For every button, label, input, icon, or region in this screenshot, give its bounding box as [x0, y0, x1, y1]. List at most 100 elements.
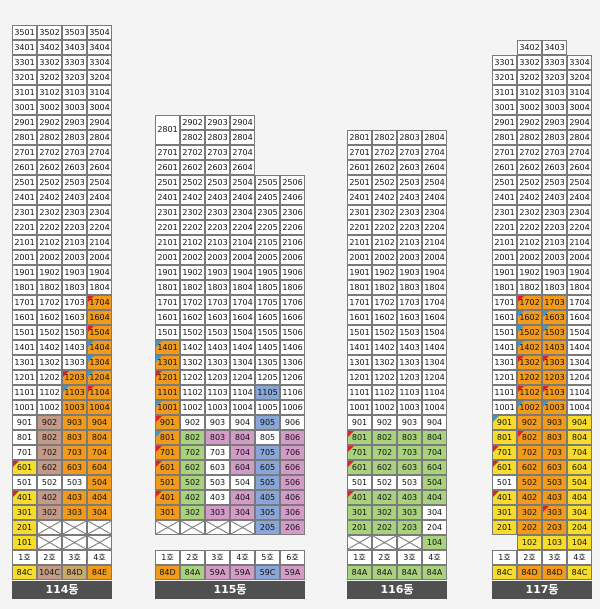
unit-1403[interactable]: 1403 [542, 340, 567, 355]
unit-1102[interactable]: 1102 [180, 385, 205, 400]
unit-503[interactable]: 503 [62, 475, 87, 490]
unit-1602[interactable]: 1602 [372, 310, 397, 325]
unit-1703[interactable]: 1703 [542, 295, 567, 310]
unit-602[interactable]: 602 [372, 460, 397, 475]
unit-2603[interactable]: 2603 [205, 160, 230, 175]
unit-2201[interactable]: 2201 [347, 220, 372, 235]
unit-1904[interactable]: 1904 [230, 265, 255, 280]
unit-504[interactable]: 504 [87, 475, 112, 490]
unit-501[interactable]: 501 [492, 475, 517, 490]
unit-803[interactable]: 803 [205, 430, 230, 445]
unit-2104[interactable]: 2104 [230, 235, 255, 250]
unit-1901[interactable]: 1901 [155, 265, 180, 280]
unit-1101[interactable]: 1101 [492, 385, 517, 400]
unit-2903[interactable]: 2903 [62, 115, 87, 130]
unit-1404[interactable]: 1404 [87, 340, 112, 355]
unit-2504[interactable]: 2504 [87, 175, 112, 190]
unit-701[interactable]: 701 [12, 445, 37, 460]
unit-2302[interactable]: 2302 [372, 205, 397, 220]
unit-1405[interactable]: 1405 [255, 340, 280, 355]
unit-401[interactable]: 401 [12, 490, 37, 505]
unit-1804[interactable]: 1804 [422, 280, 447, 295]
unit-1601[interactable]: 1601 [492, 310, 517, 325]
unit-2304[interactable]: 2304 [567, 205, 592, 220]
unit-1103[interactable]: 1103 [62, 385, 87, 400]
unit-2301[interactable]: 2301 [492, 205, 517, 220]
unit-2902[interactable]: 2902 [517, 115, 542, 130]
unit-1202[interactable]: 1202 [517, 370, 542, 385]
unit-1404[interactable]: 1404 [230, 340, 255, 355]
unit-2002[interactable]: 2002 [372, 250, 397, 265]
unit-302[interactable]: 302 [37, 505, 62, 520]
unit-1506[interactable]: 1506 [280, 325, 305, 340]
unit-1504[interactable]: 1504 [567, 325, 592, 340]
unit-1504[interactable]: 1504 [87, 325, 112, 340]
unit-3102[interactable]: 3102 [37, 85, 62, 100]
unit-2803[interactable]: 2803 [62, 130, 87, 145]
unit-503[interactable]: 503 [397, 475, 422, 490]
unit-1402[interactable]: 1402 [372, 340, 397, 355]
unit-1406[interactable]: 1406 [280, 340, 305, 355]
unit-2404[interactable]: 2404 [567, 190, 592, 205]
unit-104[interactable]: 104 [422, 535, 447, 550]
unit-604[interactable]: 604 [422, 460, 447, 475]
unit-2904[interactable]: 2904 [87, 115, 112, 130]
unit-1901[interactable]: 1901 [12, 265, 37, 280]
unit-1101[interactable]: 1101 [347, 385, 372, 400]
unit-2603[interactable]: 2603 [62, 160, 87, 175]
unit-405[interactable]: 405 [255, 490, 280, 505]
unit-804[interactable]: 804 [567, 430, 592, 445]
unit-2306[interactable]: 2306 [280, 205, 305, 220]
unit-2101[interactable]: 2101 [347, 235, 372, 250]
unit-1504[interactable]: 1504 [230, 325, 255, 340]
unit-903[interactable]: 903 [62, 415, 87, 430]
unit-803[interactable]: 803 [62, 430, 87, 445]
unit-1401[interactable]: 1401 [492, 340, 517, 355]
unit-1603[interactable]: 1603 [62, 310, 87, 325]
unit-704[interactable]: 704 [230, 445, 255, 460]
unit-2203[interactable]: 2203 [205, 220, 230, 235]
unit-1803[interactable]: 1803 [397, 280, 422, 295]
unit-1801[interactable]: 1801 [347, 280, 372, 295]
unit-1704[interactable]: 1704 [230, 295, 255, 310]
unit-2206[interactable]: 2206 [280, 220, 305, 235]
unit-1803[interactable]: 1803 [62, 280, 87, 295]
unit-1202[interactable]: 1202 [180, 370, 205, 385]
unit-1304[interactable]: 1304 [230, 355, 255, 370]
unit-2102[interactable]: 2102 [517, 235, 542, 250]
unit-2104[interactable]: 2104 [567, 235, 592, 250]
unit-3202[interactable]: 3202 [37, 70, 62, 85]
unit-1703[interactable]: 1703 [62, 295, 87, 310]
unit-401[interactable]: 401 [492, 490, 517, 505]
unit-1204[interactable]: 1204 [422, 370, 447, 385]
unit-306[interactable]: 306 [280, 505, 305, 520]
unit-1704[interactable]: 1704 [422, 295, 447, 310]
unit-1204[interactable]: 1204 [567, 370, 592, 385]
unit-904[interactable]: 904 [87, 415, 112, 430]
unit-1302[interactable]: 1302 [180, 355, 205, 370]
unit-1302[interactable]: 1302 [517, 355, 542, 370]
unit-2404[interactable]: 2404 [422, 190, 447, 205]
unit-1003[interactable]: 1003 [205, 400, 230, 415]
unit-606[interactable]: 606 [280, 460, 305, 475]
unit-2204[interactable]: 2204 [567, 220, 592, 235]
unit-1201[interactable]: 1201 [492, 370, 517, 385]
unit-1403[interactable]: 1403 [397, 340, 422, 355]
unit-2804[interactable]: 2804 [422, 130, 447, 145]
unit-603[interactable]: 603 [205, 460, 230, 475]
unit-2504[interactable]: 2504 [230, 175, 255, 190]
unit-1706[interactable]: 1706 [280, 295, 305, 310]
unit-203[interactable]: 203 [542, 520, 567, 535]
unit-202[interactable]: 202 [517, 520, 542, 535]
unit-1603[interactable]: 1603 [542, 310, 567, 325]
unit-3203[interactable]: 3203 [62, 70, 87, 85]
unit-1301[interactable]: 1301 [347, 355, 372, 370]
unit-601[interactable]: 601 [347, 460, 372, 475]
unit-604[interactable]: 604 [87, 460, 112, 475]
unit-1102[interactable]: 1102 [37, 385, 62, 400]
unit-1902[interactable]: 1902 [517, 265, 542, 280]
unit-2503[interactable]: 2503 [397, 175, 422, 190]
unit-1802[interactable]: 1802 [372, 280, 397, 295]
unit-802[interactable]: 802 [180, 430, 205, 445]
unit-301[interactable]: 301 [155, 505, 180, 520]
